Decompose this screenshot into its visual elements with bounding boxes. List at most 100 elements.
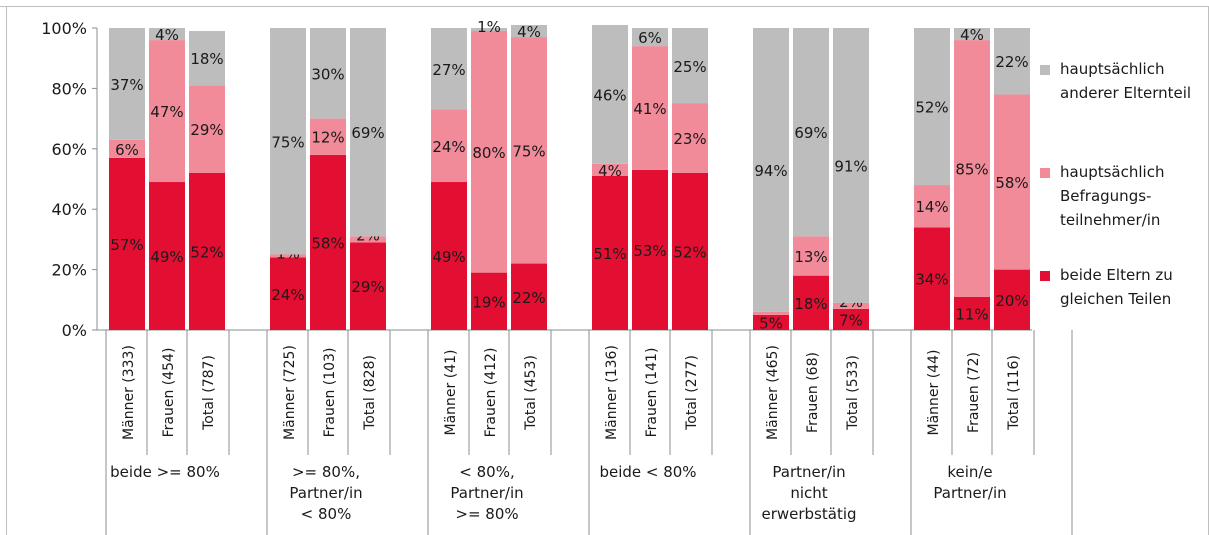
- group-label: < 80%: [301, 505, 352, 523]
- data-label: 75%: [512, 142, 545, 160]
- bar-category-label: Männer (725): [282, 345, 298, 440]
- bar-segment-anderer: [189, 31, 225, 86]
- bar-segment-befragung: [189, 85, 225, 173]
- data-label: 13%: [794, 248, 827, 266]
- data-label: 91%: [834, 157, 867, 175]
- data-label: 4%: [960, 26, 984, 44]
- data-label: 52%: [673, 243, 706, 261]
- bar-category-label: Total (533): [845, 355, 861, 431]
- bar-segment-befragung: [793, 236, 829, 276]
- legend-label: teilnehmer/in: [1060, 211, 1160, 229]
- data-label: 4%: [155, 26, 179, 44]
- bar-segment-beide: [109, 157, 145, 330]
- bar-segment-anderer: [109, 28, 145, 140]
- bar-category-label: Männer (465): [765, 345, 781, 440]
- bar-segment-beide: [632, 169, 668, 330]
- data-label: 25%: [673, 58, 706, 76]
- data-label: 14%: [915, 198, 948, 216]
- data-label: 46%: [593, 86, 626, 104]
- legend-swatch-befragung: [1040, 168, 1050, 178]
- group-label: Partner/in: [772, 463, 845, 481]
- group-label: Partner/in: [289, 484, 362, 502]
- data-label: 49%: [432, 248, 465, 266]
- y-tick-label: 20%: [51, 261, 87, 280]
- data-label: 37%: [110, 76, 143, 94]
- bar-segment-beide: [270, 257, 306, 330]
- bar-segment-beide: [431, 182, 467, 330]
- bar-segment-beide: [471, 272, 507, 330]
- bar-segment-beide: [310, 154, 346, 330]
- legend-label: beide Eltern zu: [1060, 266, 1173, 284]
- bar-segment-anderer: [632, 28, 668, 47]
- data-label: 7%: [839, 311, 863, 329]
- bar-segment-anderer: [753, 28, 789, 312]
- bar-segment-beide: [753, 314, 789, 330]
- data-label: 49%: [150, 248, 183, 266]
- bar-segment-beide: [672, 172, 708, 330]
- data-label: 24%: [432, 138, 465, 156]
- bar-category-label: Männer (333): [121, 345, 137, 440]
- data-label: 53%: [633, 242, 666, 260]
- legend-label: hauptsächlich: [1060, 60, 1164, 78]
- bar-category-label: Frauen (68): [805, 352, 821, 433]
- data-label: 12%: [311, 129, 344, 147]
- bar-segment-befragung: [632, 46, 668, 170]
- bar-segment-anderer: [310, 28, 346, 119]
- bar-category-label: Frauen (454): [161, 348, 177, 438]
- bar-segment-anderer: [350, 28, 386, 237]
- bar-segment-anderer: [994, 28, 1030, 95]
- bar-segment-befragung: [310, 118, 346, 155]
- data-label: 11%: [955, 305, 988, 323]
- bar-segment-befragung: [431, 109, 467, 183]
- legend-label: gleichen Teilen: [1060, 290, 1171, 308]
- data-label: 19%: [472, 293, 505, 311]
- group-label: < 80%,: [459, 463, 514, 481]
- legend-label: anderer Elternteil: [1060, 84, 1191, 102]
- bar-category-label: Frauen (412): [483, 348, 499, 438]
- data-label: 24%: [271, 286, 304, 304]
- group-label: Partner/in: [450, 484, 523, 502]
- bar-segment-beide: [914, 227, 950, 330]
- bar-segment-befragung: [994, 94, 1030, 270]
- group-label: beide >= 80%: [110, 463, 220, 481]
- data-label: 69%: [794, 124, 827, 142]
- bar-category-label: Frauen (141): [644, 348, 660, 438]
- bar-segment-beide: [149, 182, 185, 330]
- data-label: 18%: [190, 50, 223, 68]
- bar-segment-befragung: [914, 185, 950, 228]
- data-label: 23%: [673, 130, 706, 148]
- data-label: 57%: [110, 236, 143, 254]
- bar-segment-beide: [592, 175, 628, 330]
- data-label: 1%: [477, 18, 501, 36]
- y-tick-label: 0%: [62, 321, 87, 340]
- bar-segment-anderer: [471, 28, 507, 32]
- data-label: 80%: [472, 144, 505, 162]
- data-label: 22%: [995, 53, 1028, 71]
- group-label: Partner/in: [933, 484, 1006, 502]
- bar-segment-anderer: [833, 28, 869, 303]
- bar-segment-befragung: [672, 103, 708, 173]
- legend-swatch-anderer: [1040, 65, 1050, 75]
- bar-segment-befragung: [592, 163, 628, 176]
- group-label: kein/e: [947, 463, 992, 481]
- bar-segment-beide: [793, 275, 829, 330]
- bar-category-label: Frauen (72): [966, 352, 982, 433]
- bar-segment-beide: [189, 172, 225, 330]
- bar-segment-befragung: [149, 40, 185, 183]
- chart-frame-left: [6, 6, 7, 535]
- bar-segment-befragung: [471, 31, 507, 273]
- bar-segment-beide: [350, 242, 386, 330]
- data-label: 20%: [995, 292, 1028, 310]
- data-label: 69%: [351, 124, 384, 142]
- bar-segment-anderer: [511, 24, 547, 38]
- data-label: 34%: [915, 271, 948, 289]
- data-label: 52%: [190, 243, 223, 261]
- group-label: >= 80%: [455, 505, 518, 523]
- bar-segment-befragung: [350, 236, 386, 243]
- bar-category-label: Total (277): [684, 355, 700, 431]
- bar-segment-beide: [511, 263, 547, 330]
- data-label: 47%: [150, 103, 183, 121]
- group-label: >= 80%,: [292, 463, 360, 481]
- bar-segment-befragung: [511, 37, 547, 264]
- bar-segment-anderer: [592, 24, 628, 164]
